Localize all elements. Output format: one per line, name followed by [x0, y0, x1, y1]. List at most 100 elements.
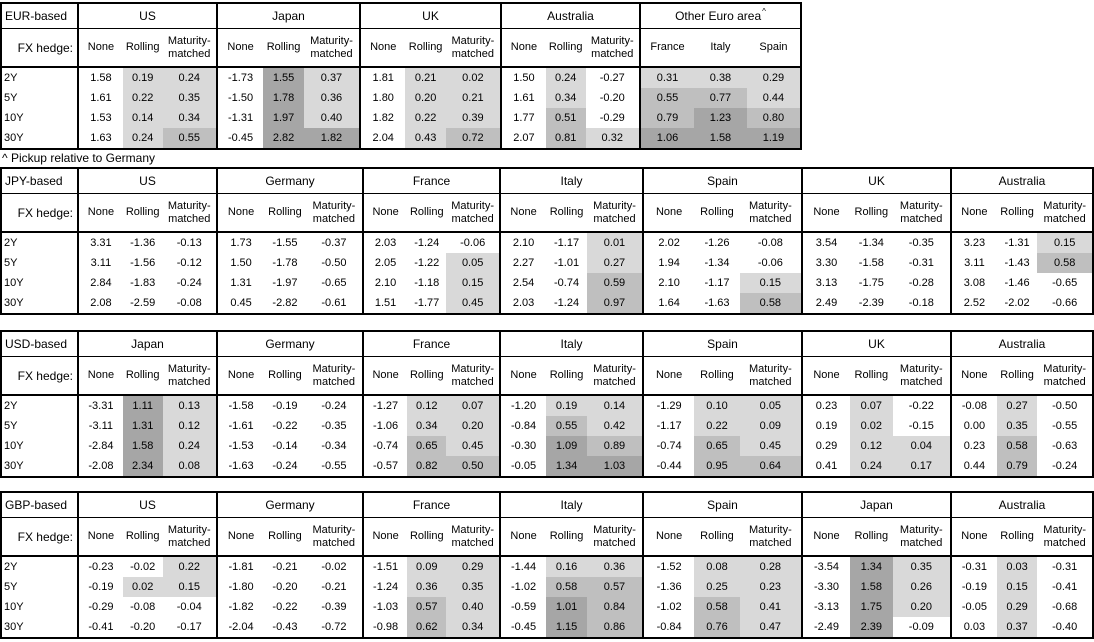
- hedge-column-group: None Rolling Maturity-matched: [499, 357, 642, 394]
- value-cell: -0.08: [130, 601, 156, 613]
- country-header-row: GBP-based US Germany France Italy Spain Japan A…: [2, 493, 1092, 518]
- value-cell: -1.02: [511, 581, 537, 593]
- value-cell: 0.14: [122, 108, 163, 128]
- value-cell: 1.81: [372, 72, 394, 84]
- fx-hedge-label: FX hedge:: [17, 40, 73, 55]
- value-cell: -1.20: [511, 400, 537, 412]
- hedge-column-header: None: [372, 369, 399, 382]
- value-cell: 0.76: [694, 617, 740, 637]
- value-cell: 0.02: [850, 416, 893, 436]
- value-cell: 3.31: [90, 237, 112, 249]
- value-cell: 0.65: [407, 436, 447, 456]
- hedge-header-row: FX hedge: None Rolling Maturity-matched None…: [2, 194, 1092, 233]
- value-cell: -2.84: [88, 440, 114, 452]
- value-cell: -1.29: [656, 400, 682, 412]
- hedge-column-header: None: [510, 41, 538, 54]
- value-cell: 0.38: [693, 68, 747, 88]
- country-header: Italy: [499, 493, 642, 517]
- value-group: 2.07 0.81 0.32: [500, 128, 639, 148]
- value-group: -0.29 -0.08 -0.04: [77, 597, 216, 617]
- value-cell: 0.44: [746, 88, 800, 108]
- value-cell: 1.58: [850, 577, 893, 597]
- value-group: -1.58 -0.19 -0.24: [216, 396, 362, 416]
- hedge-column-group: None Rolling Maturity-matched: [801, 518, 950, 555]
- value-group: -1.50 1.78 0.36: [216, 88, 359, 108]
- value-cell: 0.34: [446, 617, 499, 637]
- country-name: Spain: [707, 498, 738, 512]
- value-group: 0.23 0.07 -0.22: [801, 396, 950, 416]
- maturity-label: 5Y: [4, 581, 18, 593]
- value-cell: 0.19: [122, 68, 163, 88]
- value-cell: -1.56: [130, 257, 156, 269]
- value-group: 0.31 0.38 0.29: [639, 68, 800, 88]
- value-cell: 0.19: [815, 420, 838, 432]
- value-cell: 2.02: [658, 237, 680, 249]
- value-group: 2.10 -1.18 0.15: [362, 273, 499, 293]
- value-cell: 2.03: [512, 297, 535, 309]
- country-header: France: [362, 169, 499, 193]
- data-row: 30Y -2.08 2.34 0.08 -1.63 -0.24 -0.55 -0.57 0.82…: [2, 456, 1092, 476]
- country-header: UK: [801, 169, 950, 193]
- value-group: -3.30 1.58 0.26: [801, 577, 950, 597]
- value-group: 0.44 0.79 -0.24: [950, 456, 1092, 476]
- value-cell: 1.50: [230, 257, 252, 269]
- value-cell: 0.12: [850, 436, 893, 456]
- value-cell: 0.40: [446, 597, 499, 617]
- hedge-column-group: None Rolling Maturity-matched: [642, 518, 801, 555]
- value-cell: 1.55: [263, 68, 304, 88]
- value-cell: 0.55: [162, 128, 216, 148]
- hedge-column-group: None Rolling Maturity-matched: [77, 194, 216, 231]
- value-cell: 1.77: [513, 112, 535, 124]
- value-cell: -1.24: [554, 297, 580, 309]
- value-group: -1.31 1.97 0.40: [216, 108, 359, 128]
- country-header: Germany: [216, 332, 362, 356]
- hedge-column-header: Spain: [759, 41, 788, 54]
- value-cell: 1.97: [263, 108, 304, 128]
- value-cell: 0.58: [996, 436, 1038, 456]
- value-cell: 3.11: [964, 257, 985, 269]
- value-cell: 0.84: [586, 597, 642, 617]
- hedge-column-header: None: [813, 530, 840, 543]
- value-group: -0.19 0.15 -0.41: [950, 577, 1092, 597]
- value-group: -3.13 1.75 0.20: [801, 597, 950, 617]
- value-group: 0.03 0.37 -0.40: [950, 617, 1092, 637]
- base-currency-label: GBP-based: [5, 498, 68, 512]
- maturity-label: 10Y: [4, 112, 24, 124]
- hedge-column-header: None: [87, 206, 115, 219]
- maturity-label: 30Y: [4, 132, 24, 144]
- value-group: -1.80 -0.20 -0.21: [216, 577, 362, 597]
- value-cell: 0.72: [445, 128, 500, 148]
- value-cell: 0.07: [446, 396, 499, 416]
- country-name: Australia: [547, 9, 594, 23]
- value-group: -1.53 -0.14 -0.34: [216, 436, 362, 456]
- country-name: Australia: [998, 174, 1046, 188]
- country-name: Australia: [998, 337, 1046, 351]
- country-header: Spain: [642, 493, 801, 517]
- country-name: US: [139, 498, 156, 512]
- value-cell: 0.36: [407, 577, 447, 597]
- country-name: France: [412, 337, 451, 351]
- value-cell: 0.45: [739, 436, 801, 456]
- value-cell: -1.82: [228, 601, 254, 613]
- value-cell: -3.13: [813, 601, 840, 613]
- value-cell: -0.27: [599, 72, 625, 84]
- table-jpy-based: JPY-based US Germany France Italy Spain UK Aust…: [0, 167, 1094, 315]
- value-cell: -1.80: [228, 581, 254, 593]
- value-cell: 2.04: [372, 132, 394, 144]
- value-cell: -1.51: [373, 561, 399, 573]
- data-row: 5Y -0.19 0.02 0.15 -1.80 -0.20 -0.21 -1.24 0.36 0…: [2, 577, 1092, 597]
- value-group: 1.63 0.24 0.55: [77, 128, 216, 148]
- hedge-column-header: Rolling: [409, 530, 444, 543]
- value-cell: 0.03: [996, 557, 1038, 577]
- value-cell: -0.19: [88, 581, 114, 593]
- value-cell: -0.24: [272, 460, 298, 472]
- value-group: 1.77 0.51 -0.29: [500, 108, 639, 128]
- table-usd-based: USD-based Japan Germany France Italy Spain UK A…: [0, 330, 1094, 478]
- value-cell: 1.58: [693, 128, 747, 148]
- value-cell: 0.37: [996, 617, 1038, 637]
- value-cell: -1.77: [414, 297, 440, 309]
- hedge-column-group: None Rolling Maturity-matched: [359, 29, 500, 66]
- hedge-column-header: Maturity-matched: [312, 200, 356, 225]
- data-row: 10Y 1.53 0.14 0.34 -1.31 1.97 0.40 1.82 0.22 0.39…: [2, 108, 800, 128]
- base-currency-label: EUR-based: [5, 9, 68, 23]
